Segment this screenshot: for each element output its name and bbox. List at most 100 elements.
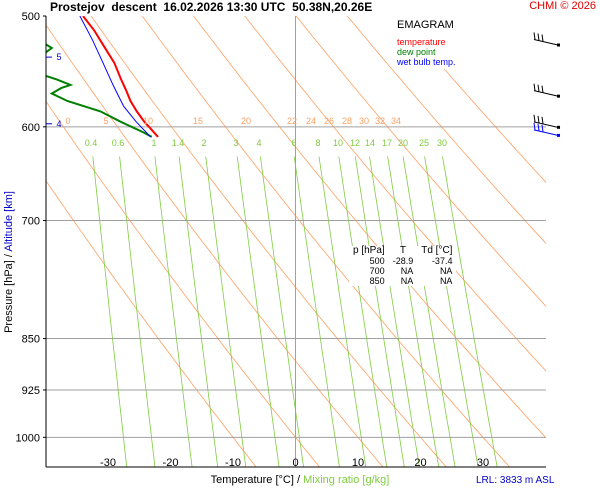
y-tick-label: 850 [22, 334, 40, 346]
dry-adiabat-line [346, 16, 546, 245]
wind-barb-flag [533, 83, 536, 91]
wind-barb-shaft [533, 121, 561, 129]
legend-dew-point: dew point [397, 47, 436, 57]
y-tick-label: 1000 [16, 432, 40, 444]
wind-barb-shaft [533, 90, 561, 98]
legend-title: EMAGRAM [397, 19, 454, 31]
table-row: 850 NA NA [349, 276, 456, 286]
dry-adiabat-line [295, 16, 546, 307]
chart-title: Prostejov descent 16.02.2026 13:30 UTC 5… [50, 0, 372, 14]
wind-barb-flag [537, 84, 540, 92]
wet-bulb-line [79, 16, 151, 138]
mixing-ratio-label: 1 [151, 138, 156, 148]
mixing-ratio-line [369, 156, 420, 467]
y-tick-label: 700 [22, 216, 40, 228]
dry-adiabat-label: 26 [324, 116, 334, 126]
wind-barb-flag [541, 124, 544, 132]
mixing-ratio-line [119, 156, 156, 467]
table-header: p [hPa] [353, 245, 385, 256]
table-cell: NA [400, 266, 414, 276]
mixing-ratio-label: 8 [315, 138, 320, 148]
table-cell: NA [439, 266, 453, 276]
mixing-ratio-label: 1.4 [172, 138, 185, 148]
mixing-ratio-line [293, 156, 340, 467]
wind-barb-flag [537, 33, 540, 41]
dry-adiabat-line [46, 24, 384, 467]
x-axis-title-mixing-ratio: Mixing ratio [g/kg] [303, 474, 389, 486]
temperature-line [82, 16, 159, 138]
table-row: 700 NA NA [349, 266, 456, 276]
dry-adiabat-label: 32 [375, 116, 385, 126]
x-tick-label: 10 [352, 457, 364, 469]
wind-barb-dot [557, 43, 560, 47]
wind-barb-shaft [533, 129, 561, 137]
dew-point-line [46, 25, 153, 138]
dry-adiabat-line [46, 100, 320, 467]
dry-adiabat-label: 10 [143, 116, 153, 126]
legend: EMAGRAM temperature dew point wet bulb t… [393, 15, 467, 69]
mixing-ratio-label: 0.4 [85, 138, 98, 148]
mixing-ratio-label: 12 [350, 138, 360, 148]
x-tick-label: -30 [100, 457, 116, 469]
legend-wet-bulb: wet bulb temp. [397, 57, 456, 67]
dry-adiabat-line [46, 180, 257, 467]
mixing-ratio-line [236, 156, 280, 467]
mixing-ratio-label: 3 [233, 138, 238, 148]
mixing-ratio-line [92, 156, 128, 467]
table-cell: NA [439, 276, 453, 286]
dry-adiabat-label: 34 [391, 116, 401, 126]
mixing-ratio-label: 0.6 [112, 138, 125, 148]
altitude-tick-label: 5 [56, 52, 61, 62]
wind-barb-flag [537, 123, 540, 131]
x-tick-label: -20 [163, 457, 179, 469]
table-cell: NA [400, 276, 414, 286]
x-tick-label: 0 [292, 457, 298, 469]
dry-adiabat-label: 15 [193, 116, 203, 126]
table-header: Td [°C] [421, 245, 453, 256]
legend-temperature: temperature [397, 37, 446, 47]
wind-barb-dot [557, 94, 560, 98]
table-header-row: p [hPa] T Td [°C] [349, 246, 456, 256]
dry-adiabat-label: 30 [359, 116, 369, 126]
wind-barb-flag [541, 34, 544, 42]
dry-adiabat-label: 24 [306, 116, 316, 126]
altitude-tick-label: 4 [56, 119, 61, 129]
y-axis-title: Pressure [hPa] / Altitude [km] [3, 191, 15, 333]
mixing-ratio-label: 30 [437, 138, 447, 148]
dry-adiabat-line [398, 16, 546, 183]
mixing-ratio-label: 4 [256, 138, 261, 148]
mixing-ratio-label: 2 [201, 138, 206, 148]
table-header: T [399, 245, 407, 256]
mixing-ratio-label: 25 [419, 138, 429, 148]
sounding-location: 50.38N,20.26E [292, 0, 373, 14]
wind-barb-flag [533, 114, 536, 122]
x-axis-title-temperature: Temperature [°C] / [211, 474, 303, 486]
mixing-ratio-line [402, 156, 456, 467]
sounding-datetime: 16.02.2026 13:30 UTC [163, 0, 286, 14]
y-tick-label: 600 [22, 122, 40, 134]
wind-barb-flag [537, 115, 540, 123]
dry-adiabat-line [244, 16, 546, 372]
table-cell: 700 [369, 266, 385, 276]
table-cell: -28.9 [392, 256, 414, 266]
dry-adiabat-line [90, 16, 447, 467]
dry-adiabat-label: 22 [287, 116, 297, 126]
dry-adiabat-label: 5 [103, 116, 108, 126]
table-cell: -37.4 [431, 256, 453, 266]
mixing-ratio-label: 10 [333, 138, 343, 148]
dry-adiabat-label: 0 [65, 116, 70, 126]
wind-barb-dot [557, 133, 560, 137]
sounding-phase: descent [111, 0, 157, 14]
mixing-ratio-line [387, 156, 440, 467]
wind-barb-shaft [533, 39, 561, 46]
values-table: p [hPa] T Td [°C] 500 -28.9 -37.4 700 NA… [349, 246, 457, 286]
table-cell: 500 [369, 256, 385, 266]
copyright: CHMI © 2026 [529, 0, 596, 12]
y-axis-title-pressure: Pressure [hPa] / [3, 252, 15, 333]
mixing-ratio-label: 20 [398, 138, 408, 148]
dry-adiabat-line [141, 16, 510, 467]
wind-barb-flag [541, 85, 544, 93]
x-tick-label: -10 [225, 457, 241, 469]
x-tick-label: 20 [414, 457, 426, 469]
